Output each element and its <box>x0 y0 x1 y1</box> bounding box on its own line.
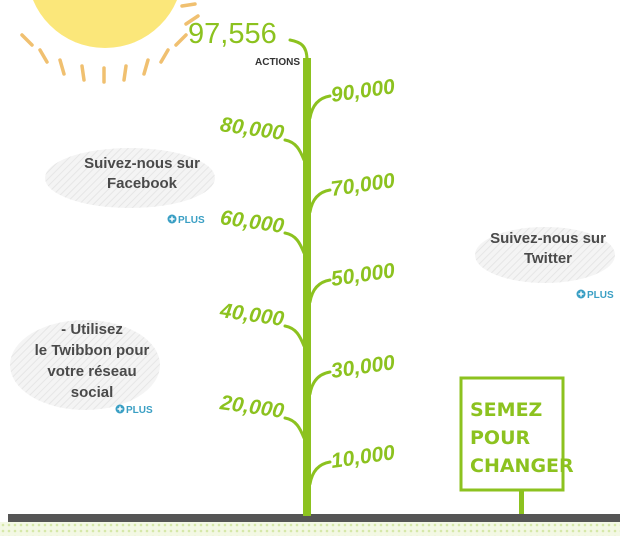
link-text[interactable]: PLUS <box>126 405 153 416</box>
link-text[interactable]: PLUS <box>178 215 205 226</box>
sun <box>22 0 198 82</box>
milestone: 40,000 <box>218 299 286 331</box>
panel-text: Facebook <box>107 175 178 192</box>
panel-text: Suivez-nous sur <box>84 155 200 172</box>
panel-text: Twitter <box>524 250 572 267</box>
link-text[interactable]: PLUS <box>587 290 614 301</box>
sign: SEMEZ POUR CHANGER <box>461 378 574 514</box>
milestone: 90,000 <box>329 75 396 107</box>
ground <box>8 514 620 522</box>
panel-text: votre réseau <box>47 363 136 380</box>
sign-text: POUR <box>470 427 531 449</box>
page: 97,556 ACTIONS 80,000 60,000 40,000 20,0… <box>0 0 620 536</box>
more-link[interactable]: PLUS <box>577 290 615 302</box>
sign-text: CHANGER <box>470 455 574 477</box>
counter-unit: ACTIONS <box>255 57 300 68</box>
milestone: 70,000 <box>329 169 396 201</box>
milestone: 60,000 <box>219 206 286 238</box>
grass <box>0 522 620 536</box>
more-link[interactable]: PLUS <box>116 405 154 417</box>
milestone: 10,000 <box>329 441 396 473</box>
panel-text: le Twibbon pour <box>35 342 150 359</box>
stem <box>290 40 311 516</box>
sign-text: SEMEZ <box>470 399 542 421</box>
milestone: 50,000 <box>329 259 396 291</box>
milestone: 20,000 <box>218 391 286 423</box>
panel-text: - Utilisez <box>61 321 123 338</box>
panel-text: Suivez-nous sur <box>490 230 606 247</box>
panel-text: social <box>71 384 114 401</box>
milestone: 80,000 <box>219 113 286 145</box>
counter-value: 97,556 <box>188 18 277 50</box>
more-link[interactable]: PLUS <box>168 215 206 227</box>
milestone: 30,000 <box>329 351 396 383</box>
